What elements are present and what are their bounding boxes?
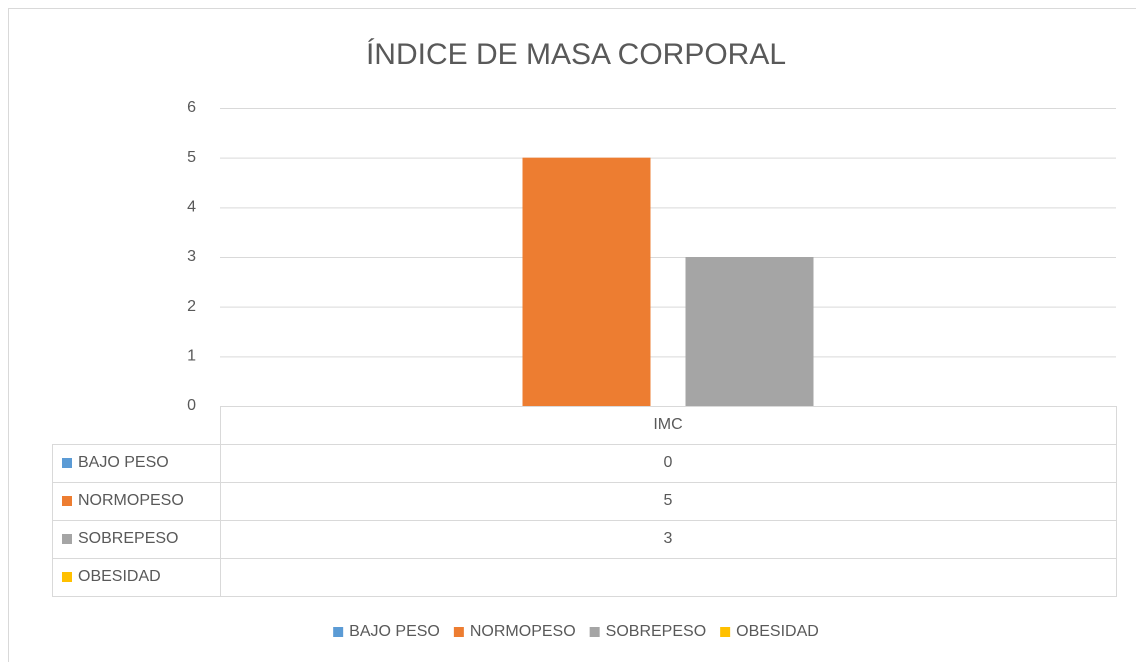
- table-cell: 3: [664, 530, 673, 547]
- bar: [685, 257, 814, 406]
- table-row-label: SOBREPESO: [78, 530, 178, 547]
- y-tick-label: 5: [187, 149, 196, 166]
- legend-label: OBESIDAD: [736, 623, 819, 640]
- table-row-label: NORMOPESO: [78, 492, 184, 509]
- legend-key: [453, 627, 464, 637]
- legend-key: [333, 627, 344, 637]
- y-tick-label: 0: [187, 397, 196, 414]
- y-tick-label: 1: [187, 348, 196, 365]
- legend-label: NORMOPESO: [470, 623, 576, 640]
- y-tick-label: 2: [187, 298, 196, 315]
- legend-key: [62, 458, 72, 468]
- legend-key: [589, 627, 600, 637]
- chart-title: ÍNDICE DE MASA CORPORAL: [366, 38, 786, 71]
- table-header: IMC: [653, 416, 682, 433]
- table-cell: 0: [664, 454, 673, 471]
- table-cell: 5: [664, 492, 673, 509]
- legend-key: [62, 572, 72, 582]
- y-tick-label: 3: [187, 248, 196, 265]
- legend-label: BAJO PESO: [349, 623, 440, 640]
- y-tick-label: 6: [187, 99, 196, 116]
- y-tick-label: 4: [187, 199, 196, 216]
- table-row-label: BAJO PESO: [78, 454, 169, 471]
- bar: [522, 157, 651, 406]
- legend-key: [62, 496, 72, 506]
- legend-key: [62, 534, 72, 544]
- legend-key: [720, 627, 731, 637]
- table-row-label: OBESIDAD: [78, 568, 161, 585]
- table-row: [220, 558, 1117, 597]
- legend-label: SOBREPESO: [606, 623, 706, 640]
